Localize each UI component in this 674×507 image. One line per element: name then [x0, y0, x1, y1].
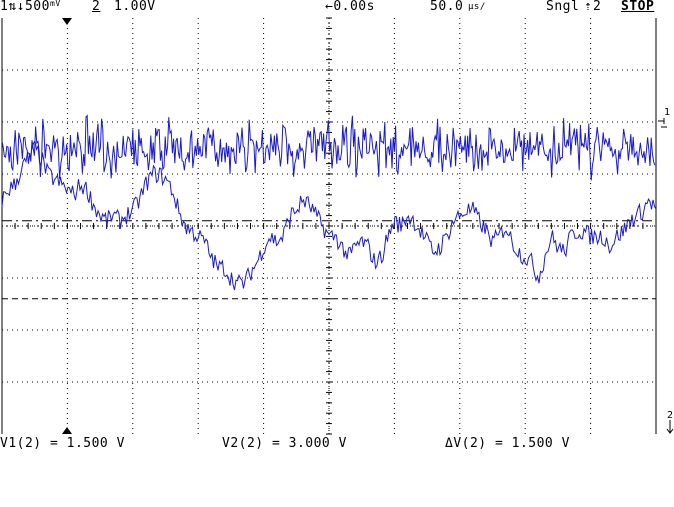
- status-bar: 1⇅↓500 mV 2 1.00V ←0.00s 50.0 µs/ Sngl ⇡…: [0, 0, 674, 16]
- timebase-unit: µs/: [468, 2, 486, 12]
- cursor-v1-readout: V1(2) = 1.500 V: [0, 436, 125, 451]
- trigger-source: 2: [593, 0, 602, 14]
- trigger-position-marker-bottom: [62, 427, 72, 434]
- cursor-lines: [2, 220, 656, 300]
- ch2-scale: 1.00V: [114, 0, 156, 14]
- ch1-scale: 1⇅↓500: [0, 0, 50, 14]
- ch1-trace: [1, 114, 656, 181]
- oscilloscope-display: 1⇅↓500 mV 2 1.00V ←0.00s 50.0 µs/ Sngl ⇡…: [0, 0, 674, 452]
- ch2-arrow-icon: [666, 420, 674, 434]
- cursor-delta-readout: ΔV(2) = 1.500 V: [445, 436, 570, 451]
- ch2-label: 2: [92, 0, 101, 14]
- trigger-position-marker-top: [62, 18, 72, 25]
- graticule: [1, 17, 657, 435]
- ch1-unit: mV: [50, 0, 61, 8]
- ch1-marker: 1: [664, 107, 670, 118]
- waveform-screen: 1 2: [1, 17, 674, 435]
- run-state: STOP: [621, 0, 655, 14]
- time-offset: ←0.00s: [325, 0, 375, 14]
- cursor-v2-readout: V2(2) = 3.000 V: [222, 436, 347, 451]
- timebase: 50.0: [430, 0, 464, 14]
- cursor-readout: V1(2) = 1.500 V V2(2) = 3.000 V ΔV(2) = …: [0, 437, 674, 452]
- ch2-trace: [1, 139, 657, 291]
- trigger-edge-icon: ⇡: [584, 0, 593, 14]
- ch2-marker: 2: [667, 410, 673, 421]
- ch1-ground-icon: [658, 118, 667, 128]
- trigger-mode: Sngl: [546, 0, 580, 14]
